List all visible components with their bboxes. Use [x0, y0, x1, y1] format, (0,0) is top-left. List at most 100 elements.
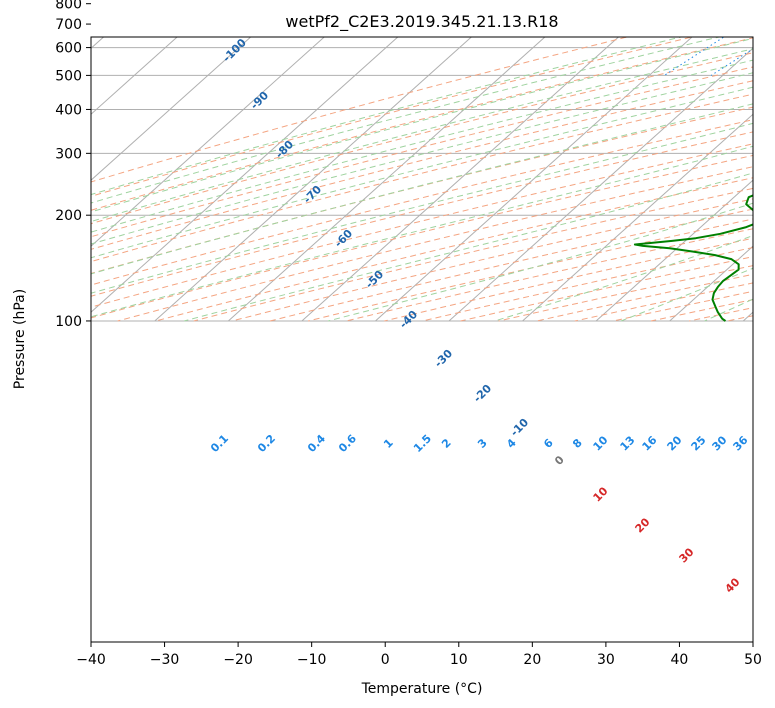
y-tick-label: 400: [55, 102, 82, 118]
isotherm-line: [91, 37, 325, 247]
mixing-ratio-label: 3: [475, 436, 490, 451]
dry-adiabat-line: [91, 52, 753, 225]
mixing-ratio-label: 1: [381, 436, 396, 451]
y-tick-label: 700: [55, 17, 82, 33]
dry-adiabat-line: [460, 256, 753, 322]
dry-adiabat-label: -40: [397, 308, 420, 331]
x-tick-label: 50: [744, 652, 762, 668]
moist-adiabat-line: [91, 122, 753, 294]
moist-adiabat-line: [91, 59, 753, 233]
dry-adiabat-label: 40: [723, 575, 743, 595]
dry-adiabat-line: [91, 37, 695, 197]
y-tick-label: 600: [55, 41, 82, 57]
mixing-ratio-label: 8: [570, 436, 585, 451]
profile-series: [633, 194, 753, 322]
moist-adiabat-line: [91, 37, 684, 196]
isotherm-line: [91, 37, 252, 181]
dry-adiabat-line: [117, 166, 753, 322]
chart-title: wetPf2_C2E3.2019.345.21.13.R18: [285, 12, 558, 32]
mixing-ratio-label: 0.1: [208, 432, 231, 455]
x-tick-label: −10: [297, 652, 327, 668]
mixing-ratio-lines: [664, 0, 775, 76]
x-tick-label: 30: [597, 652, 615, 668]
dry-adiabat-line: [91, 80, 753, 250]
mixing-ratio-label: 0.2: [255, 432, 278, 455]
dry-adiabat-line: [231, 198, 753, 322]
moist-adiabat-line: [704, 298, 753, 322]
mixing-ratio-label: 30: [710, 433, 730, 453]
dry-adiabats: [91, 37, 753, 322]
x-tick-label: 20: [523, 652, 541, 668]
moist-adiabat-line: [91, 72, 753, 245]
isotherm-line: [91, 37, 399, 313]
dry-adiabat-label: 0: [552, 453, 567, 468]
mixing-ratio-line: [761, 0, 775, 75]
x-tick-label: −40: [76, 652, 106, 668]
dry-adiabat-label: 20: [633, 515, 653, 535]
y-tick-label: 500: [55, 68, 82, 84]
mixing-ratio-label: 0.4: [305, 432, 328, 455]
y-axis-ticks: 1000900800700600500400300200100: [55, 0, 91, 330]
moist-adiabat-line: [767, 0, 775, 321]
dry-adiabat-line: [91, 66, 753, 238]
dry-adiabat-label: -20: [471, 382, 494, 405]
dry-adiabat-line: [536, 273, 753, 322]
mixing-ratio-label: 6: [541, 436, 556, 451]
dry-adiabat-label: -100: [220, 36, 249, 65]
moist-adiabat-line: [91, 48, 753, 223]
isotherm-grid: [91, 37, 753, 322]
x-tick-label: 0: [381, 652, 390, 668]
dry-adiabat-line: [384, 237, 753, 322]
moist-adiabat-line: [91, 37, 753, 213]
x-axis-label: Temperature (°C): [361, 681, 483, 697]
y-tick-label: 100: [55, 314, 82, 330]
moist-adiabat-line: [91, 145, 753, 318]
mixing-ratio-line: [710, 48, 753, 76]
y-tick-label: 300: [55, 146, 82, 162]
dry-adiabat-label: -90: [248, 89, 271, 112]
x-tick-label: 40: [671, 652, 689, 668]
mixing-ratio-label: 25: [689, 434, 709, 454]
moist-adiabat-line: [91, 103, 753, 275]
mixing-ratio-label: 10: [591, 433, 611, 453]
dry-adiabat-line: [269, 208, 753, 322]
dry-adiabat-line: [91, 37, 630, 183]
mixing-ratio-label: 1.5: [411, 432, 434, 455]
dry-adiabat-line: [91, 143, 753, 308]
mixing-ratio-label: 13: [618, 434, 638, 454]
moist-adiabat-line: [327, 202, 753, 322]
dry-adiabat-line: [612, 290, 753, 322]
isotherm-line: [522, 113, 753, 322]
dry-adiabat-line: [91, 93, 753, 263]
isotherm-line: [742, 311, 753, 322]
moist-adiabat-line: [91, 37, 722, 204]
isotherm-line: [669, 245, 753, 322]
dry-adiabat-label: 10: [591, 484, 611, 504]
dry-adiabat-label: -10: [508, 416, 531, 439]
moist-adiabat-line: [91, 86, 753, 259]
isotherm-line: [595, 179, 753, 322]
isotherm-line: [301, 37, 620, 322]
x-tick-label: −30: [150, 652, 180, 668]
dry-adiabat-line: [650, 299, 753, 322]
y-tick-label: 800: [55, 0, 82, 13]
dewpoint-line: [633, 194, 753, 322]
isobar-grid: [91, 47, 753, 322]
mixing-ratio-label: 2: [439, 436, 454, 451]
mixing-ratio-label: 36: [731, 433, 751, 453]
y-axis-label: Pressure (hPa): [12, 289, 28, 389]
dry-adiabat-line: [91, 131, 753, 297]
mixing-ratio-label: 0.6: [336, 432, 359, 455]
x-axis-ticks: −40 −30 −20 −10 0 10 20 30 40 50: [76, 642, 762, 668]
isotherm-line: [227, 37, 546, 322]
dry-adiabat-line: [91, 37, 753, 211]
mixing-ratio-label: 16: [640, 433, 660, 453]
x-tick-label: 10: [450, 652, 468, 668]
dry-adiabat-line: [91, 119, 753, 286]
isotherm-line: [91, 37, 178, 115]
x-tick-label: −20: [223, 652, 253, 668]
dry-adiabat-line: [422, 247, 753, 322]
isotherm-line: [154, 37, 473, 322]
moist-adiabats: [91, 0, 775, 322]
